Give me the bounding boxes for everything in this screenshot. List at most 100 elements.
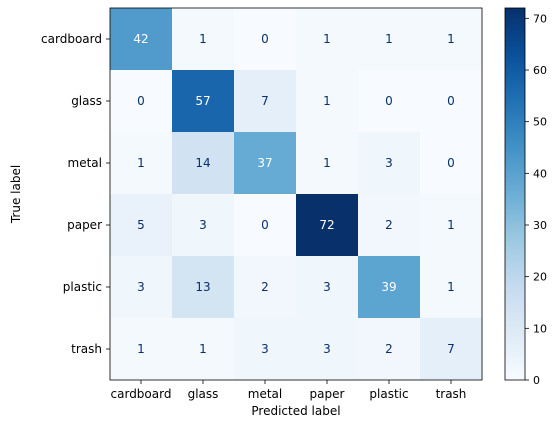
heatmap-cell bbox=[296, 318, 359, 381]
heatmap-cell-label: 3 bbox=[385, 156, 393, 170]
y-axis-label: True label bbox=[9, 165, 23, 224]
heatmap-cell bbox=[110, 132, 173, 195]
heatmap-cell bbox=[296, 256, 359, 319]
heatmap-cell bbox=[110, 70, 173, 133]
y-tick-label: metal bbox=[68, 156, 102, 170]
heatmap-cell-label: 3 bbox=[137, 280, 145, 294]
heatmap-cell-label: 3 bbox=[261, 342, 269, 356]
heatmap-cell bbox=[172, 194, 235, 257]
colorbar-tick-label: 50 bbox=[533, 116, 547, 129]
heatmap-cell-label: 1 bbox=[137, 342, 145, 356]
heatmap-cell-label: 3 bbox=[323, 342, 331, 356]
x-tick-label: trash bbox=[436, 387, 467, 401]
colorbar-tick-label: 10 bbox=[533, 322, 547, 335]
x-axis-label: Predicted label bbox=[251, 404, 340, 418]
heatmap-cell-label: 2 bbox=[261, 280, 269, 294]
heatmap-cell bbox=[110, 256, 173, 319]
heatmap-cell-label: 0 bbox=[447, 94, 455, 108]
heatmap-cell bbox=[234, 8, 297, 71]
heatmap-cell-label: 0 bbox=[385, 94, 393, 108]
heatmap-cell-label: 13 bbox=[195, 280, 210, 294]
heatmap-cell bbox=[172, 70, 235, 133]
heatmap-cell-label: 57 bbox=[195, 94, 210, 108]
y-tick-label: trash bbox=[71, 342, 102, 356]
colorbar: 0 10 20 30 40 50 60 70 bbox=[504, 7, 547, 387]
heatmap-cell-label: 3 bbox=[323, 280, 331, 294]
heatmap-cell-label: 1 bbox=[137, 156, 145, 170]
colorbar-tick-label: 60 bbox=[533, 64, 547, 77]
heatmap-cell-labels: 42 1 0 1 1 10 57 7 1 0 01 14 37 1 3 05 3 0 72 2 13 13 2 3 39 11 1 3… bbox=[133, 32, 454, 356]
colorbar-tick-label: 30 bbox=[533, 219, 547, 232]
heatmap-cell bbox=[358, 70, 421, 133]
heatmap-cell bbox=[420, 318, 483, 381]
heatmap-cell-label: 7 bbox=[447, 342, 455, 356]
heatmap-cell-label: 39 bbox=[381, 280, 396, 294]
y-tick-label: glass bbox=[71, 94, 102, 108]
heatmap-cell-label: 0 bbox=[261, 218, 269, 232]
colorbar-gradient bbox=[504, 7, 526, 381]
heatmap-cell bbox=[110, 194, 173, 257]
heatmap-cell-label: 1 bbox=[199, 342, 207, 356]
heatmap-cell bbox=[110, 8, 173, 71]
heatmap-cell-label: 42 bbox=[133, 32, 148, 46]
x-tick-label: glass bbox=[188, 387, 219, 401]
heatmap-cell bbox=[420, 132, 483, 195]
heatmap-cell-label: 1 bbox=[323, 156, 331, 170]
x-tick-label: cardboard bbox=[111, 387, 172, 401]
heatmap-cell bbox=[172, 318, 235, 381]
heatmap-cell bbox=[358, 318, 421, 381]
heatmap-cell bbox=[110, 318, 173, 381]
plot-frame bbox=[109, 7, 483, 381]
heatmap-cell-label: 2 bbox=[385, 218, 393, 232]
heatmap-cell bbox=[172, 256, 235, 319]
x-tick-label: paper bbox=[310, 387, 345, 401]
heatmap-cell bbox=[420, 256, 483, 319]
heatmap-cell-label: 2 bbox=[385, 342, 393, 356]
heatmap-cell bbox=[234, 256, 297, 319]
heatmap-cell-label: 5 bbox=[137, 218, 145, 232]
heatmap-cell-label: 37 bbox=[257, 156, 272, 170]
heatmap-cell bbox=[358, 8, 421, 71]
heatmap-cell bbox=[172, 132, 235, 195]
heatmap-cell bbox=[234, 70, 297, 133]
heatmap-cell-label: 72 bbox=[319, 218, 334, 232]
heatmap-cell-label: 1 bbox=[385, 32, 393, 46]
y-tick-label: plastic bbox=[63, 280, 102, 294]
colorbar-tick-label: 0 bbox=[533, 374, 540, 387]
heatmap-cell bbox=[234, 132, 297, 195]
heatmap-cell-label: 1 bbox=[447, 218, 455, 232]
heatmap-cell bbox=[420, 8, 483, 71]
heatmap-cell-label: 3 bbox=[199, 218, 207, 232]
heatmap-cell-label: 1 bbox=[199, 32, 207, 46]
heatmap-axes: cardboard glass metal paper plastic trash card… bbox=[41, 7, 483, 401]
heatmap-cell bbox=[296, 70, 359, 133]
x-tick-label: metal bbox=[248, 387, 282, 401]
colorbar-tick-label: 20 bbox=[533, 271, 547, 284]
heatmap-cell-label: 0 bbox=[137, 94, 145, 108]
y-tick-label: paper bbox=[67, 218, 102, 232]
heatmap-cell-label: 0 bbox=[447, 156, 455, 170]
heatmap-cells bbox=[110, 8, 483, 381]
heatmap-cell bbox=[172, 8, 235, 71]
heatmap-cell-label: 7 bbox=[261, 94, 269, 108]
heatmap-cell-label: 1 bbox=[323, 94, 331, 108]
heatmap-cell bbox=[358, 132, 421, 195]
colorbar-tick-label: 40 bbox=[533, 167, 547, 180]
heatmap-cell bbox=[358, 256, 421, 319]
heatmap-cell bbox=[296, 132, 359, 195]
heatmap-cell-label: 1 bbox=[447, 32, 455, 46]
heatmap-cell bbox=[358, 194, 421, 257]
x-tick-label: plastic bbox=[369, 387, 408, 401]
heatmap-cell-label: 1 bbox=[447, 280, 455, 294]
heatmap-cell-label: 1 bbox=[323, 32, 331, 46]
heatmap-cell-label: 0 bbox=[261, 32, 269, 46]
heatmap-cell bbox=[296, 194, 359, 257]
heatmap-cell bbox=[234, 318, 297, 381]
heatmap-cell-label: 14 bbox=[195, 156, 210, 170]
heatmap-cell bbox=[420, 194, 483, 257]
y-tick-label: cardboard bbox=[41, 32, 102, 46]
heatmap-cell bbox=[234, 194, 297, 257]
heatmap-cell bbox=[420, 70, 483, 133]
